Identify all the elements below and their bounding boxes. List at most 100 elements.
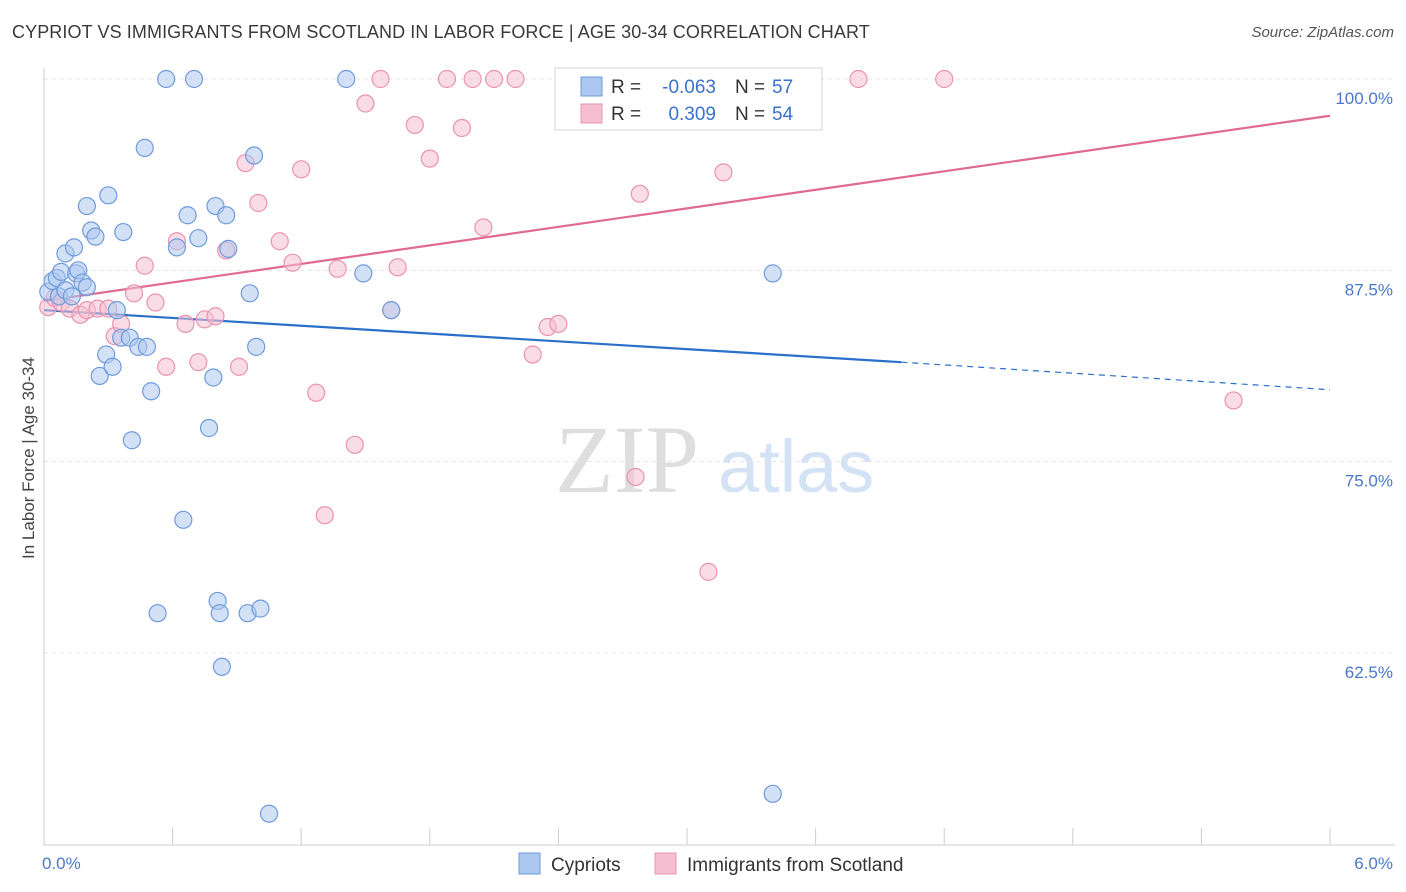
x-tick-label-1: 6.0% [1354, 854, 1393, 873]
scotland-point-36 [437, 69, 457, 89]
scotland-trend-line [43, 114, 1331, 303]
scotland-point-27 [315, 506, 334, 525]
trend-lines [43, 114, 1331, 391]
scotland-point-11 [135, 256, 154, 275]
source-credit: Source: ZipAtlas.com [1251, 24, 1394, 41]
cypriot-point-55 [763, 264, 782, 283]
scotland-point-22 [249, 193, 268, 213]
scotland-point-50 [714, 163, 733, 182]
legend-swatch-cypriots-bottom [518, 852, 541, 875]
cypriot-point-48 [251, 599, 270, 618]
cypriot-point-27 [137, 337, 156, 356]
cypriot-point-4 [52, 262, 71, 281]
scotland-point-35 [420, 149, 439, 168]
scotland-point-32 [371, 69, 390, 89]
cypriot-point-41 [212, 657, 231, 676]
scotland-point-44 [549, 314, 568, 334]
scotland-point-23 [270, 232, 289, 251]
scotland-point-15 [176, 314, 195, 334]
cypriot-point-13 [77, 196, 96, 216]
cypriot-point-12 [77, 278, 96, 297]
cypriot-point-28 [142, 382, 161, 401]
cypriot-point-49 [259, 804, 279, 823]
cypriot-point-45 [240, 284, 259, 303]
chart-title: CYPRIOT VS IMMIGRANTS FROM SCOTLAND IN L… [12, 22, 870, 42]
cypriot-point-33 [178, 206, 197, 225]
scotland-point-41 [506, 69, 525, 89]
scotland-point-12 [146, 293, 165, 312]
cypriot-point-46 [244, 146, 264, 165]
legend-n-value-2: 54 [772, 104, 794, 125]
cypriot-point-15 [86, 227, 105, 246]
cypriot-point-26 [135, 138, 154, 157]
watermark-zip: ZIP [555, 406, 699, 513]
cypriot-point-24 [122, 431, 141, 450]
cypriot-point-51 [354, 264, 373, 283]
legend-n-label-2: N = [735, 104, 765, 125]
y-tick-label-2: 87.5% [1345, 280, 1393, 299]
scotland-point-24 [283, 253, 302, 272]
scotland-point-28 [328, 259, 347, 278]
axes [43, 68, 1395, 846]
y-tick-label-0: 62.5% [1345, 663, 1393, 682]
scotland-point-51 [849, 69, 868, 89]
legend-n-value-1: 57 [772, 77, 793, 98]
scotland-point-37 [452, 118, 472, 138]
cypriot-point-20 [107, 301, 126, 320]
x-tick-label-0: 0.0% [42, 854, 81, 873]
data-points [39, 69, 1243, 823]
cypriot-point-31 [167, 238, 186, 257]
scotland-point-40 [485, 69, 504, 89]
legend-r-label-1: R = [611, 77, 641, 98]
legend-swatch-cypriots [580, 76, 603, 97]
scotland-point-47 [626, 467, 645, 487]
y-tick-label-1: 75.0% [1345, 472, 1393, 491]
cypriot-point-37 [204, 368, 223, 387]
cypriot-point-22 [114, 222, 133, 242]
watermark-atlas: atlas [718, 425, 874, 508]
scotland-point-10 [124, 284, 144, 303]
cypriot-point-50 [337, 69, 356, 89]
legend-r-value-2: 0.309 [668, 104, 716, 125]
scotland-point-52 [935, 69, 954, 89]
scotland-point-33 [388, 258, 407, 277]
cypriots-trend-line [43, 309, 902, 364]
legend-label-cypriots: Cypriots [551, 855, 621, 876]
scotland-point-38 [463, 69, 482, 89]
scotland-point-26 [307, 383, 326, 402]
scotland-point-29 [345, 435, 364, 454]
cypriot-point-8 [64, 238, 84, 257]
cypriot-point-42 [217, 206, 236, 225]
watermark: ZIP atlas [555, 406, 874, 513]
cypriot-point-40 [210, 604, 229, 623]
scotland-point-20 [229, 357, 249, 376]
cypriots-trend-extension [901, 361, 1331, 391]
cypriot-point-36 [199, 418, 219, 438]
scotland-point-13 [157, 357, 176, 376]
scotland-point-48 [630, 184, 649, 203]
legend-label-scotland: Immigrants from Scotland [687, 855, 903, 876]
scotland-point-49 [699, 562, 718, 581]
cypriot-point-34 [184, 69, 204, 89]
y-tick-labels: 62.5% 75.0% 87.5% 100.0% [1335, 89, 1393, 682]
scotland-point-18 [206, 307, 225, 326]
cypriot-point-19 [103, 357, 122, 376]
series-legend: Cypriots Immigrants from Scotland [518, 852, 903, 876]
scotland-point-16 [189, 353, 208, 372]
cypriot-point-18 [99, 186, 118, 205]
cypriot-point-29 [148, 604, 167, 623]
scotland-point-30 [356, 94, 375, 113]
cypriot-point-35 [189, 229, 208, 248]
cypriot-point-16 [90, 366, 109, 386]
legend-n-label-1: N = [735, 77, 765, 98]
scotland-point-34 [405, 115, 424, 135]
cypriot-point-56 [763, 784, 782, 803]
x-tick-labels: 0.0% 6.0% [42, 854, 1393, 873]
legend-r-label-2: R = [611, 104, 641, 125]
cypriot-point-47 [247, 337, 266, 356]
cypriot-point-30 [157, 69, 176, 89]
legend-swatch-scotland-bottom [654, 852, 677, 875]
cypriot-point-52 [382, 301, 401, 320]
y-axis-label: In Labor Force | Age 30-34 [19, 357, 38, 559]
